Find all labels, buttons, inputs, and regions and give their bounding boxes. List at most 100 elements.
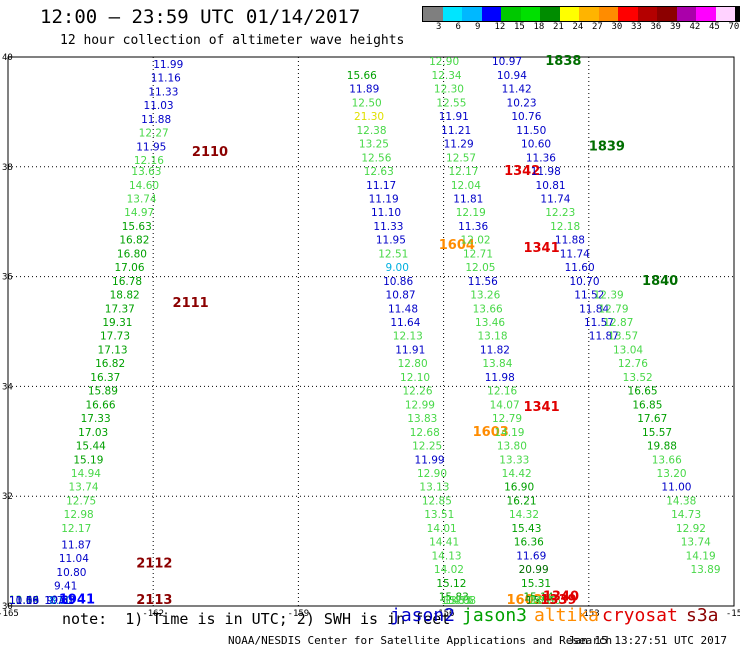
swh-value: 16.21 [507, 495, 537, 507]
legend-label: 12 [494, 22, 506, 32]
legend-label: 39 [670, 22, 681, 32]
swh-value: 15.31 [521, 578, 551, 590]
swh-value: 15.12 [436, 578, 466, 590]
legend-label: 27 [592, 22, 603, 32]
swh-value: 16.80 [117, 248, 147, 260]
legend-swatch [520, 7, 540, 21]
swh-value: 12.38 [356, 125, 386, 137]
swh-value: 10.81 [536, 180, 566, 192]
lat-tick-label: 38 [2, 163, 13, 173]
swh-value: 14.19 [686, 550, 716, 562]
pass-time-label: 2113 [136, 593, 172, 608]
pass-time-label: 1839 [589, 139, 625, 154]
swh-value: 11.33 [148, 86, 178, 98]
swh-value: 12.92 [676, 523, 706, 535]
lat-tick-label: 36 [2, 273, 13, 283]
swh-value: 17.03 [78, 427, 108, 439]
swh-value: 14.17 [528, 595, 558, 607]
lat-tick-label: 34 [2, 382, 13, 392]
swh-value: 12.85 [422, 495, 452, 507]
swh-value: 17.73 [100, 331, 130, 343]
legend-swatch [423, 7, 443, 21]
swh-value: 11.99 [153, 59, 183, 71]
lat-tick-label: 40 [2, 53, 13, 63]
swh-value: 16.65 [628, 386, 658, 398]
swh-value: 9.41 [54, 581, 77, 593]
pass-time-label: 1341 [523, 400, 559, 415]
swh-value: 12.75 [66, 495, 96, 507]
legend-label: 15 [514, 22, 525, 32]
swh-value: 11.95 [136, 141, 166, 153]
swh-value: 10.61 [44, 595, 74, 607]
swh-value: 12.34 [432, 70, 462, 82]
pass-time-label: 2111 [173, 296, 209, 311]
swh-value: 12.16 [134, 155, 164, 167]
swh-value: 12.30 [434, 84, 464, 96]
swh-value: 14.60 [129, 180, 159, 192]
swh-value: 12.39 [594, 290, 624, 302]
legend-label: 42 [689, 22, 701, 32]
swh-value: 12.80 [398, 358, 428, 370]
legend-label: 36 [650, 22, 662, 32]
swh-value: 12.76 [618, 358, 648, 370]
swh-value: 14.97 [124, 207, 154, 219]
swh-value: 13.63 [131, 166, 161, 178]
map-subtitle: 12 hour collection of altimeter wave hei… [60, 33, 405, 48]
swh-value: 10.60 [521, 139, 551, 151]
swh-value: 12.25 [412, 441, 442, 453]
legend-swatch [559, 7, 579, 21]
swh-value: 12.90 [417, 468, 447, 480]
swh-value: 13.18 [477, 331, 507, 343]
legend-label: 3 [436, 22, 442, 32]
swh-value: 13.83 [407, 413, 437, 425]
swh-value: 11.74 [560, 248, 590, 260]
swh-value: 10.23 [507, 97, 537, 109]
swh-value: 14.07 [490, 399, 520, 411]
swh-value: 13.66 [652, 454, 682, 466]
lon-tick-label: -15 [726, 609, 740, 619]
swh-value: 11.88 [555, 235, 585, 247]
swh-value: 15.66 [347, 70, 377, 82]
swh-value: 10.97 [492, 56, 522, 68]
swh-value: 11.33 [373, 221, 403, 233]
swh-value: 13.76 [444, 595, 474, 607]
swh-value: 13.74 [681, 537, 711, 549]
color-scale-legend [422, 6, 740, 22]
swh-value: 12.90 [429, 56, 459, 68]
swh-value: 12.57 [446, 152, 476, 164]
swh-value: 20.99 [519, 564, 549, 576]
swh-value: 17.67 [637, 413, 667, 425]
swh-value: 11.29 [444, 139, 474, 151]
swh-value: 15.44 [76, 441, 106, 453]
swh-value: 13.46 [475, 317, 505, 329]
swh-value: 16.36 [514, 537, 544, 549]
legend-label: 6 [455, 22, 461, 32]
pass-time-label: 1604 [439, 238, 475, 253]
swh-value: 11.10 [371, 207, 401, 219]
map-title: 12:00 – 23:59 UTC 01/14/2017 [40, 6, 361, 28]
satellite-altika: altika [534, 605, 600, 626]
swh-value: 10.86 [383, 276, 413, 288]
swh-value: 13.33 [499, 454, 529, 466]
satellite-jason3: jason3 [462, 605, 528, 626]
swh-value: 12.17 [61, 523, 91, 535]
swh-value: 12.99 [405, 399, 435, 411]
swh-value: 12.05 [465, 262, 495, 274]
swh-value: 14.38 [666, 495, 696, 507]
swh-value: 14.19 [494, 427, 524, 439]
pass-time-label: 1339 [540, 593, 576, 608]
swh-value: 11.36 [458, 221, 488, 233]
generation-timestamp: Jan 15 13:27:51 UTC 2017 [568, 634, 727, 647]
swh-value: 16.37 [90, 372, 120, 384]
swh-value: 11.04 [59, 553, 89, 565]
swh-value: 12.04 [451, 180, 481, 192]
swh-value: 13.26 [470, 290, 500, 302]
swh-value: 14.32 [509, 509, 539, 521]
swh-value: 17.13 [98, 344, 128, 356]
legend-swatch [618, 7, 638, 21]
swh-value: 13.74 [127, 193, 157, 205]
swh-value: 11.17 [366, 180, 396, 192]
legend-swatch [598, 7, 618, 21]
legend-swatch [657, 7, 677, 21]
swh-value: 11.56 [468, 276, 498, 288]
